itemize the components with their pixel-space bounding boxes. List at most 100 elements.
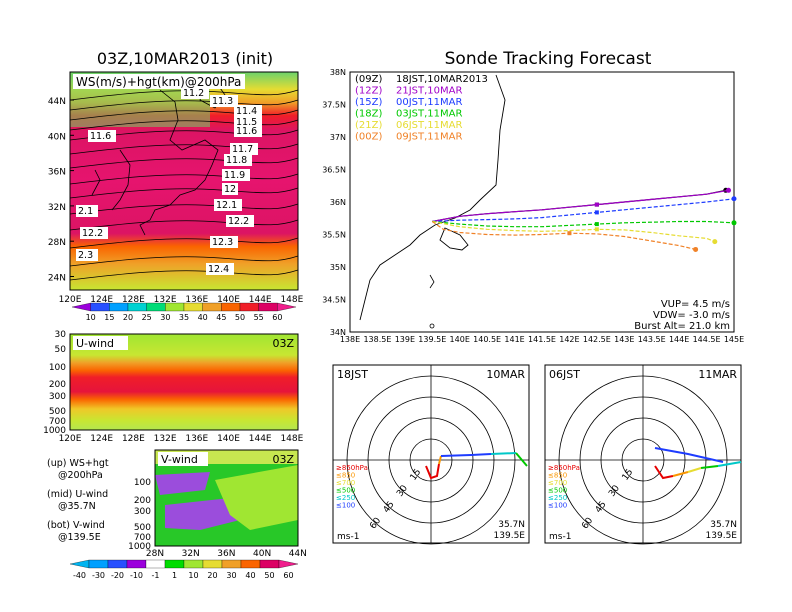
wind-colorbar: -40 -30 -20 -10 -1 1 10 20 30 40 50 60 bbox=[69, 559, 299, 580]
ws-lon-tick: 148E bbox=[280, 295, 303, 305]
traj-endpoint bbox=[693, 246, 699, 252]
hodo-loc-lat: 35.7N bbox=[710, 520, 737, 530]
ws-map-panel: 11.211.311.411.511.611.611.711.811.91212… bbox=[48, 71, 304, 305]
traj-ytick: 34N bbox=[330, 328, 346, 337]
height-contour bbox=[69, 203, 299, 215]
contour-label-bg bbox=[214, 199, 242, 211]
wind-colorbar-swatch bbox=[278, 559, 299, 569]
hodo-level-label: ≤500 bbox=[548, 487, 567, 495]
contour-label: 2.1 bbox=[78, 206, 93, 217]
traj-ytick: 35N bbox=[330, 263, 346, 272]
vwind-xtick: 32N bbox=[182, 549, 200, 559]
traj-xtick: 138.5E bbox=[363, 335, 391, 344]
contour-label-bg bbox=[88, 130, 116, 142]
wind-colorbar-label: 30 bbox=[226, 571, 236, 580]
contour-label-bg bbox=[234, 105, 262, 117]
contour-label-bg bbox=[181, 87, 209, 99]
contour-label: 12.2 bbox=[228, 216, 249, 227]
vwind-negative-region-2 bbox=[165, 498, 240, 530]
coastline bbox=[91, 84, 226, 236]
height-contour bbox=[69, 99, 299, 111]
wind-colorbar-label: -20 bbox=[111, 571, 124, 580]
ws-colorbar: 10 15 20 25 30 35 40 45 50 55 60 bbox=[71, 302, 297, 322]
uwind-xtick: 144E bbox=[249, 434, 272, 444]
hodo-trace bbox=[490, 452, 517, 455]
ws-colorbar-label: 10 bbox=[86, 313, 96, 322]
contour-label-bg bbox=[76, 249, 98, 261]
traj-ytick: 37.5N bbox=[322, 101, 346, 110]
uwind-ytick: 50 bbox=[55, 345, 67, 355]
hodo-trace bbox=[672, 471, 689, 477]
traj-endpoint bbox=[712, 239, 718, 245]
traj-xtick: 144E bbox=[669, 335, 689, 344]
contour-label: 11.6 bbox=[90, 131, 111, 142]
traj-panel: (09Z) 18JST,10MAR2013 (12Z) 21JST,10MAR (15Z… bbox=[322, 68, 744, 344]
contour-label-bg bbox=[222, 183, 238, 195]
ws-colorbar-label: 40 bbox=[198, 313, 208, 322]
hodo-level-label: ≤100 bbox=[548, 502, 567, 510]
uwind-xtick: 148E bbox=[280, 434, 303, 444]
ws-colorbar-label: 25 bbox=[142, 313, 152, 322]
traj-yticks: 34N 34.5N 35N 35.5N 36N 36.5N 37N 37.5N 38N bbox=[322, 68, 346, 337]
traj-marker bbox=[567, 231, 572, 236]
contour-label-bg bbox=[210, 236, 238, 248]
wind-colorbar-label: 10 bbox=[188, 571, 198, 580]
contour-label-bg bbox=[80, 227, 108, 239]
wind-colorbar-label: -10 bbox=[130, 571, 143, 580]
vwind-ytick: 100 bbox=[134, 478, 151, 488]
traj-xtick: 145E bbox=[724, 335, 744, 344]
traj-marker bbox=[594, 210, 599, 215]
uwind-frame bbox=[69, 333, 299, 431]
traj-legend-code: (21Z) bbox=[355, 120, 382, 131]
traj-legend-code: (12Z) bbox=[355, 86, 382, 97]
ws-colorbar-label: 50 bbox=[235, 313, 245, 322]
ws-colorbar-label: 55 bbox=[254, 313, 264, 322]
traj-legend-text: 09JST,11MAR bbox=[396, 132, 463, 143]
height-contours bbox=[69, 89, 299, 281]
traj-line bbox=[432, 220, 716, 243]
panel-legend-line: @35.7N bbox=[58, 501, 96, 512]
traj-xtick: 143.5E bbox=[638, 335, 666, 344]
hodo-trace bbox=[654, 447, 724, 463]
hodo-trace bbox=[687, 467, 702, 473]
traj-ytick: 38N bbox=[330, 68, 346, 77]
ws-label: WS(m/s)+hgt(km)@200hPa bbox=[76, 75, 241, 89]
traj-endpoint bbox=[731, 196, 737, 202]
uwind-xtick: 132E bbox=[154, 434, 177, 444]
traj-marker bbox=[594, 202, 599, 207]
uwind-label-box bbox=[73, 336, 128, 350]
wind-colorbar-label: -1 bbox=[152, 571, 160, 580]
contour-label: 11.7 bbox=[232, 144, 253, 155]
uwind-ytick: 30 bbox=[55, 330, 67, 340]
vwind-xtick: 36N bbox=[217, 549, 235, 559]
hodo-unit: ms-1 bbox=[549, 532, 571, 542]
uwind-ytick: 200 bbox=[49, 380, 66, 390]
traj-info-line: VDW= -3.0 m/s bbox=[653, 310, 730, 321]
island-outline bbox=[429, 274, 435, 289]
uwind-xtick: 140E bbox=[217, 434, 240, 444]
left-title: 03Z,10MAR2013 (init) bbox=[97, 49, 273, 68]
vwind-negative-region bbox=[155, 472, 210, 495]
ws-lat-tick: 28N bbox=[48, 238, 66, 248]
contour-label-bg bbox=[210, 95, 238, 107]
ws-colorbar-swatch bbox=[239, 302, 259, 312]
contour-label: 12.3 bbox=[212, 237, 233, 248]
traj-xtick: 143E bbox=[614, 335, 634, 344]
traj-xtick: 141.5E bbox=[528, 335, 556, 344]
ws-colorbar-swatch bbox=[90, 302, 110, 312]
uwind-ytick: 100 bbox=[49, 363, 66, 373]
traj-legend-code: (09Z) bbox=[355, 74, 382, 85]
traj-xticks: 138E 138.5E 139E 139.5E 140E 140.5E 141E 141.5E… bbox=[340, 335, 744, 344]
traj-xtick: 142.5E bbox=[583, 335, 611, 344]
height-contour bbox=[69, 119, 299, 131]
wind-colorbar-label: 1 bbox=[172, 571, 177, 580]
traj-series bbox=[431, 187, 737, 252]
wind-colorbar-label: 50 bbox=[264, 571, 274, 580]
hodo-level-label: ≤100 bbox=[336, 502, 355, 510]
hodo-level-label: ≤700 bbox=[336, 479, 355, 487]
uwind-ytick: 700 bbox=[49, 417, 66, 427]
hodo-level-label: ≤500 bbox=[336, 487, 355, 495]
